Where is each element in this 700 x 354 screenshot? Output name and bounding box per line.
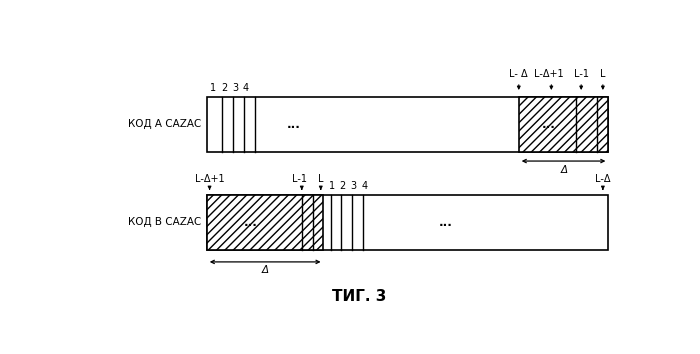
Text: L-Δ+1: L-Δ+1 [534, 69, 564, 79]
Text: ...: ... [439, 216, 452, 229]
Text: ...: ... [287, 118, 300, 131]
Text: 3: 3 [232, 83, 238, 93]
Text: Δ: Δ [560, 165, 568, 175]
Text: 1: 1 [210, 83, 216, 93]
Text: L: L [600, 69, 606, 79]
Text: 4: 4 [243, 83, 249, 93]
Text: L-1: L-1 [574, 69, 589, 79]
Text: 1: 1 [328, 181, 335, 191]
Text: ...: ... [244, 216, 257, 229]
Text: L-1: L-1 [292, 174, 307, 184]
Text: ...: ... [542, 118, 556, 131]
Bar [207, 195, 608, 250]
Text: L- Δ: L- Δ [510, 69, 528, 79]
Text: 3: 3 [350, 181, 356, 191]
Text: КОД А CAZAC: КОД А CAZAC [128, 119, 202, 129]
Text: L-Δ+1: L-Δ+1 [195, 174, 225, 184]
Text: 4: 4 [361, 181, 368, 191]
Text: 2: 2 [221, 83, 228, 93]
Text: L-Δ: L-Δ [595, 174, 610, 184]
Bar [207, 97, 608, 152]
Bar [519, 97, 608, 152]
Text: 2: 2 [340, 181, 346, 191]
Bar [207, 195, 323, 250]
Text: Δ: Δ [262, 266, 269, 275]
Text: ΤИГ. 3: ΤИГ. 3 [332, 289, 386, 304]
Text: КОД В CAZAC: КОД В CAZAC [128, 217, 202, 227]
Text: L: L [318, 174, 323, 184]
